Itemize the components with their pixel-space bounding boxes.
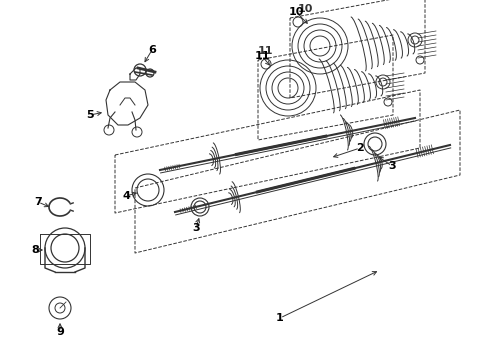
Text: 5: 5: [86, 110, 94, 120]
Text: 10: 10: [297, 4, 313, 14]
Text: 7: 7: [34, 197, 42, 207]
Text: 3: 3: [192, 223, 200, 233]
Text: 2: 2: [355, 143, 363, 153]
Text: 4: 4: [122, 191, 130, 201]
Text: 9: 9: [56, 327, 64, 337]
Text: 11: 11: [258, 46, 273, 56]
Text: 10: 10: [288, 7, 303, 17]
Text: 11: 11: [254, 51, 269, 61]
Text: 6: 6: [148, 45, 156, 55]
Text: 3: 3: [387, 161, 395, 171]
Text: 1: 1: [276, 313, 284, 323]
Text: 8: 8: [31, 245, 39, 255]
